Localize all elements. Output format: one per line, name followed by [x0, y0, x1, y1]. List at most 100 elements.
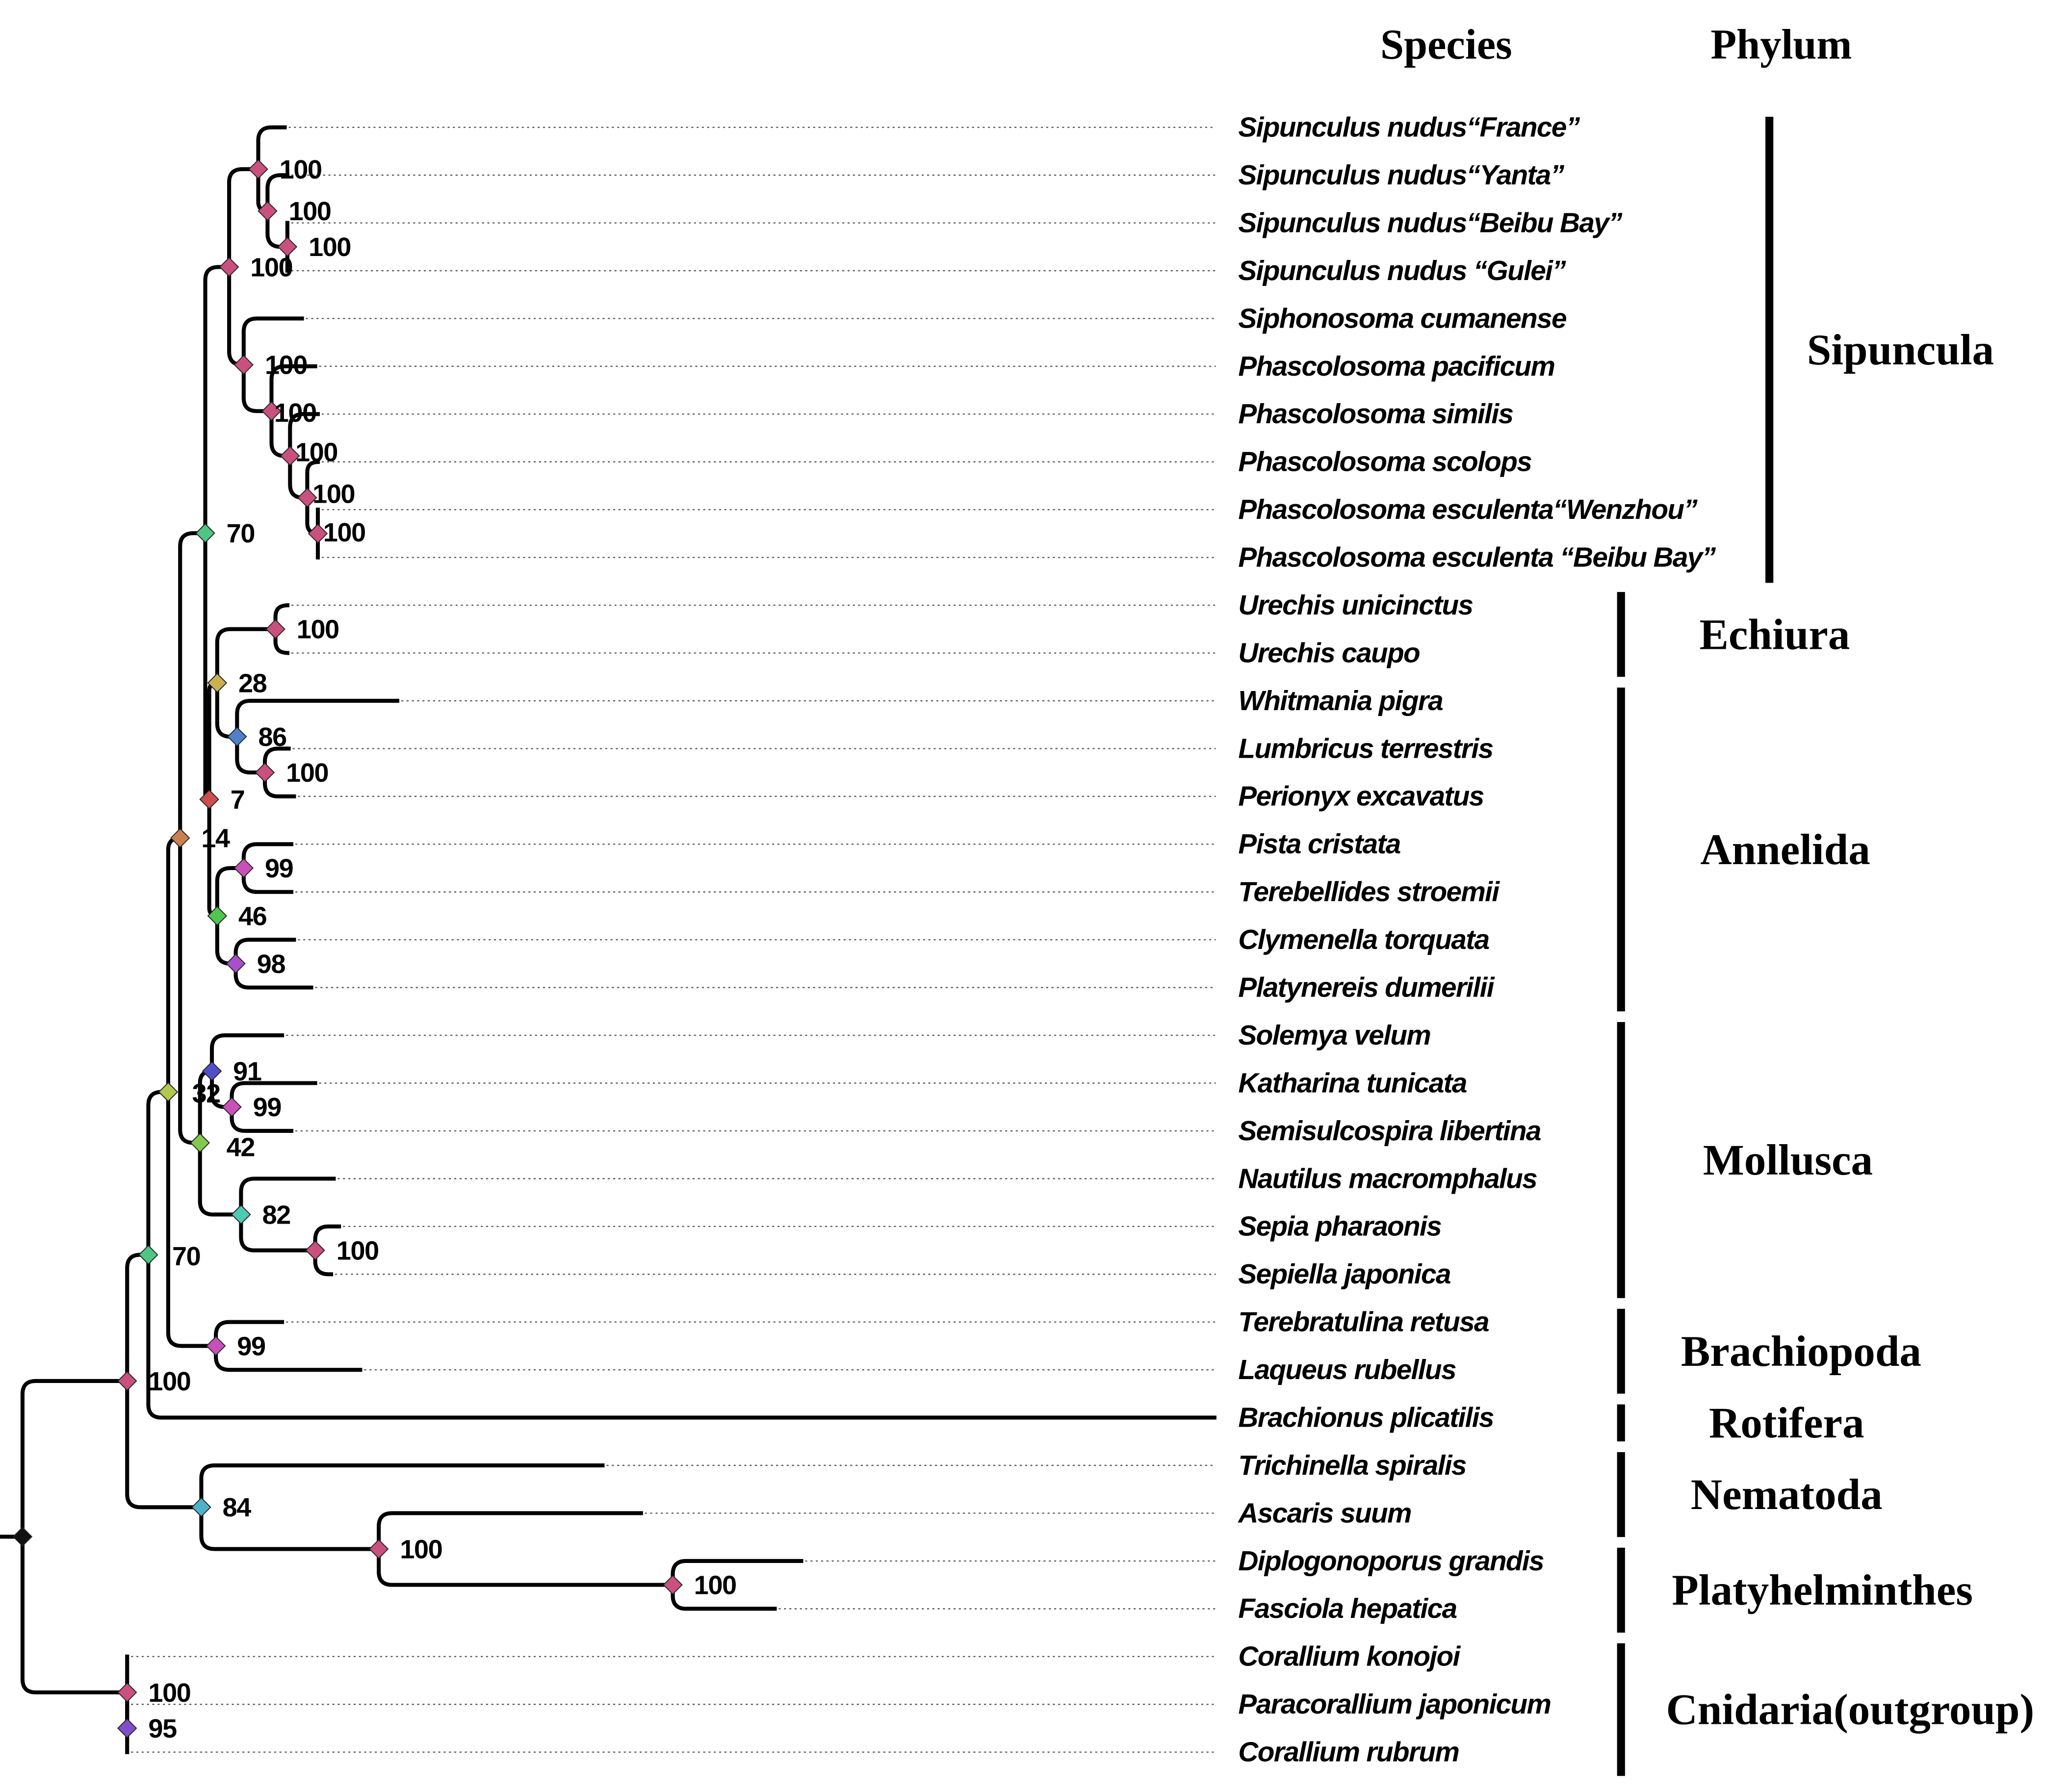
node-diamond-icon	[258, 201, 278, 221]
phylum-label: Annelida	[1700, 826, 1870, 874]
taxon-label: Phascolosoma esculenta “Beibu Bay”	[1238, 542, 1716, 573]
support-value: 99	[237, 1331, 265, 1361]
node-diamond-icon	[280, 446, 300, 466]
support-value: 99	[253, 1093, 282, 1122]
taxon-label: Siphonosoma cumanense	[1238, 303, 1566, 334]
phylum-label: Nematoda	[1691, 1471, 1883, 1519]
taxon-label: Nautilus macromphalus	[1238, 1163, 1537, 1194]
branch	[227, 265, 246, 367]
support-value: 100	[336, 1236, 379, 1265]
taxon-label: Brachionus plicatilis	[1238, 1402, 1493, 1433]
support-value: 99	[265, 854, 293, 883]
node-diamond-icon	[233, 355, 254, 375]
phylum-groups: Sipuncula Echiura Annelida Mollusca Brachiop…	[1617, 117, 2034, 1776]
branch	[235, 735, 267, 775]
branch	[256, 125, 287, 171]
branch	[313, 1224, 341, 1253]
taxon-label: Semisulcospira libertina	[1238, 1116, 1540, 1147]
node-diamond-icon	[231, 1204, 251, 1225]
support-value: 100	[312, 480, 355, 509]
taxon-label: Perionyx excavatus	[1238, 781, 1483, 812]
node-diamond-icon	[233, 858, 254, 878]
branch	[209, 1033, 285, 1074]
branch	[125, 1379, 204, 1510]
branch	[233, 961, 313, 990]
taxon-label: Solemya velum	[1238, 1020, 1430, 1051]
support-value: 86	[258, 722, 286, 752]
branch	[241, 866, 294, 894]
branch	[241, 362, 274, 413]
branch	[178, 531, 207, 840]
taxon-label: Sepiella japonica	[1238, 1259, 1450, 1290]
phylum-label: Platyhelminthes	[1672, 1566, 1973, 1614]
node-diamond-icon	[305, 1240, 325, 1260]
taxon-label: Phascolosoma esculenta“Wenzhou”	[1238, 494, 1698, 525]
node-diamond-icon	[226, 953, 246, 974]
branch	[215, 914, 238, 966]
node-diamond-icon	[12, 1527, 33, 1547]
branch	[239, 1212, 317, 1253]
node-diamond-icon	[207, 906, 228, 926]
support-value: 100	[400, 1535, 442, 1564]
branch	[235, 698, 400, 739]
node-diamond-icon	[206, 1336, 226, 1356]
taxon-label: Urechis caupo	[1238, 638, 1420, 668]
branch	[305, 460, 320, 500]
node-diamond-icon	[158, 1082, 179, 1102]
branch	[20, 1379, 129, 1539]
branch	[199, 1505, 381, 1551]
support-value: 100	[323, 518, 365, 547]
branch	[288, 412, 320, 458]
branch	[215, 627, 278, 685]
node-diamond-icon	[117, 1718, 137, 1739]
phylum-label: Brachiopoda	[1681, 1328, 1921, 1376]
support-value: 100	[274, 398, 316, 428]
branch	[273, 627, 289, 655]
node-diamond-icon	[202, 1061, 222, 1081]
node-diamond-icon	[219, 257, 239, 277]
branch	[146, 1090, 170, 1257]
support-value: 100	[694, 1571, 736, 1600]
support-value: 70	[227, 519, 255, 548]
phylum-label: Echiura	[1699, 611, 1850, 659]
node-diamond-icon	[117, 1371, 137, 1391]
branch	[671, 1559, 803, 1587]
support-value: 91	[233, 1057, 261, 1086]
taxon-label: Corallium konojoi	[1238, 1641, 1461, 1672]
branch	[198, 1141, 243, 1217]
branch	[227, 167, 260, 269]
taxon-label: Lumbricus terrestris	[1238, 733, 1493, 764]
branch	[215, 866, 246, 918]
support-value: 100	[286, 758, 328, 788]
support-value: 82	[262, 1200, 290, 1229]
phylum-label: Sipuncula	[1807, 326, 1994, 374]
branch	[20, 1535, 129, 1694]
branch	[313, 1248, 334, 1277]
node-diamond-icon	[297, 487, 317, 508]
node-diamond-icon	[265, 619, 285, 640]
branch	[230, 1105, 294, 1133]
node-diamond-icon	[663, 1575, 683, 1595]
taxon-label: Phascolosoma scolops	[1238, 447, 1531, 478]
support-value: 100	[289, 197, 331, 226]
taxon-label: Ascaris suum	[1237, 1498, 1411, 1529]
branch	[146, 1253, 1216, 1420]
node-diamond-icon	[199, 789, 219, 810]
node-diamond-icon	[255, 762, 275, 783]
support-value: 100	[309, 232, 351, 262]
node-diamond-icon	[191, 1497, 211, 1517]
support-value: 100	[265, 351, 307, 380]
taxon-label: Sipunculus nudus“Yanta”	[1238, 160, 1564, 191]
node-diamond-icon	[261, 401, 282, 421]
support-value: 100	[280, 155, 322, 184]
branch	[214, 1320, 285, 1348]
node-diamond-icon	[207, 673, 228, 693]
node-diamond-icon	[170, 828, 190, 848]
taxon-label: Sepia pharaonis	[1238, 1211, 1441, 1242]
taxon-label: Terebellides stroemii	[1238, 877, 1500, 908]
taxon-label: Corallium rubrum	[1238, 1737, 1459, 1768]
support-value: 7	[231, 785, 245, 815]
branch	[214, 1344, 362, 1372]
taxon-labels: Sipunculus nudus“France” Sipunculus nudus…	[1237, 112, 1717, 1768]
